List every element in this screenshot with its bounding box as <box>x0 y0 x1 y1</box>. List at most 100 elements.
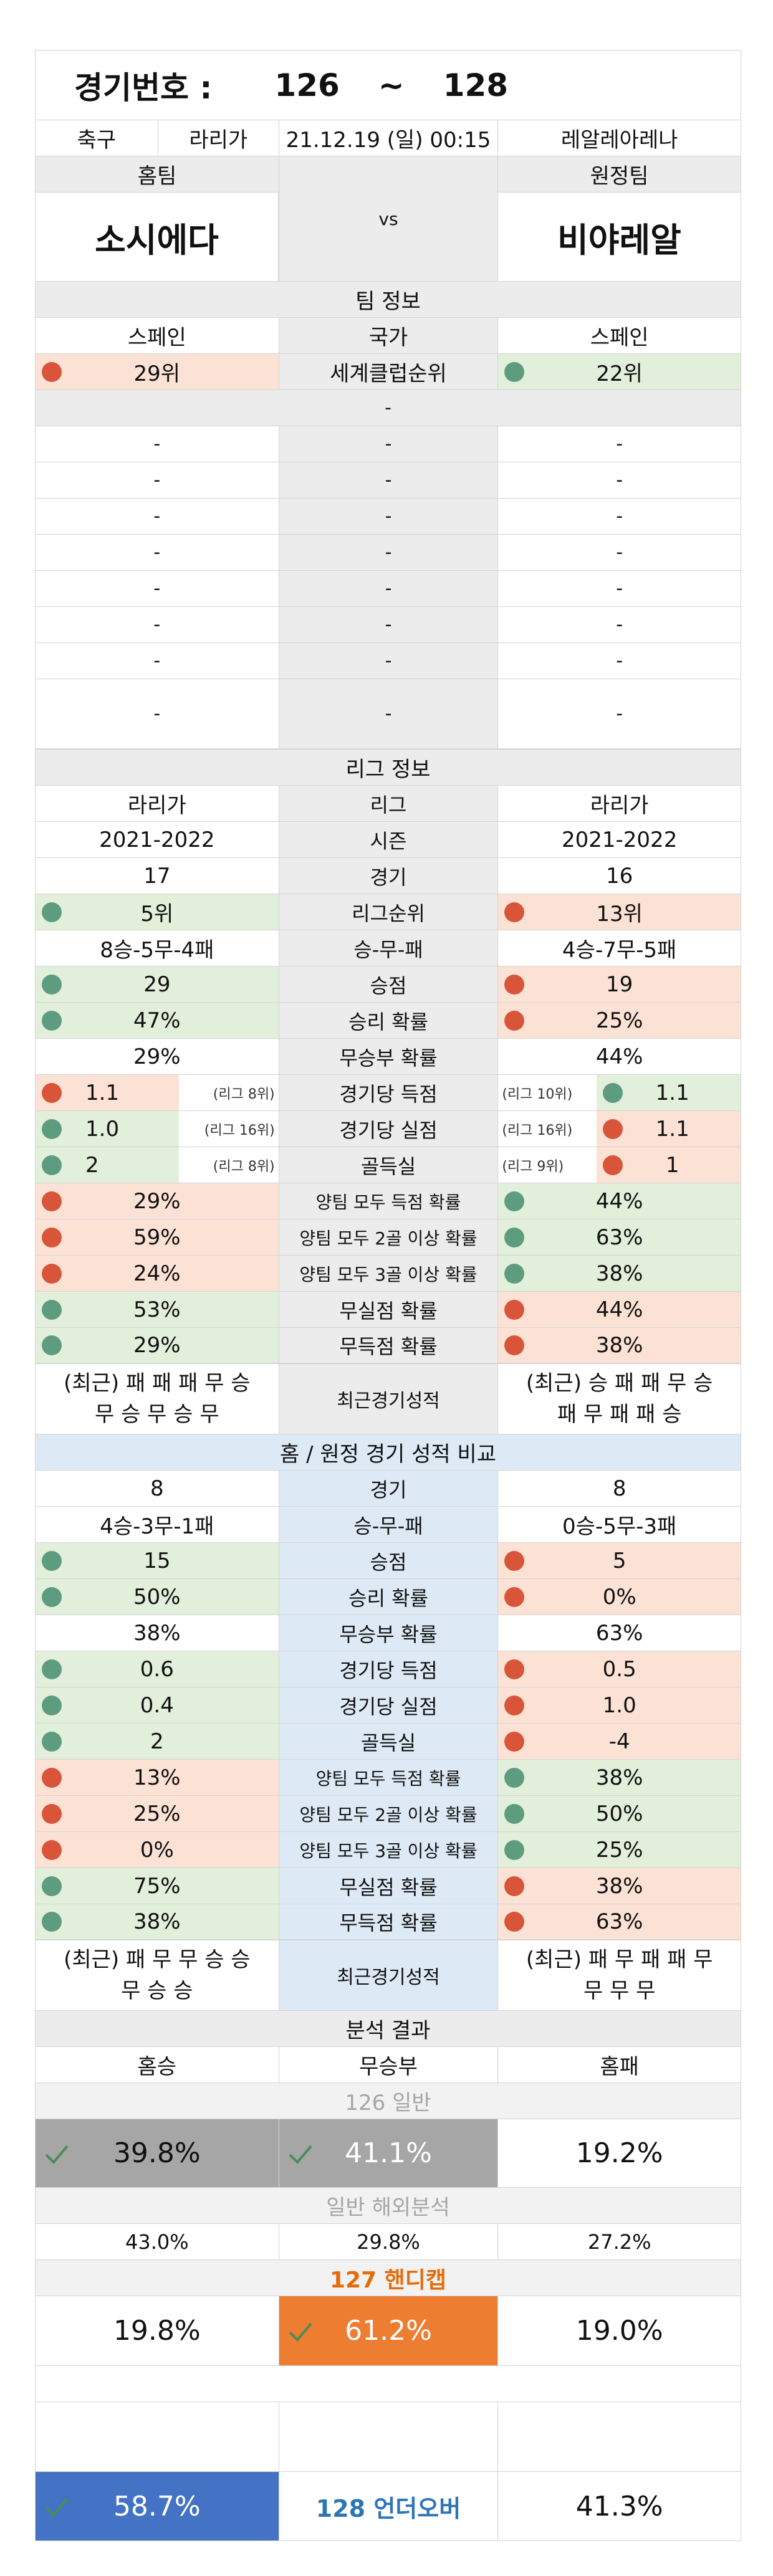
homeaway-stat-label: 양팀 모두 3골 이상 확률 <box>278 1832 498 1868</box>
homeaway-stat-home-value: 25% <box>133 1801 181 1826</box>
empty-label-cell: - <box>278 607 498 642</box>
match-analysis-sheet: 경기번호 : 126 ~ 128 축구 라리가 21.12.19 (일) 00:… <box>35 50 741 2541</box>
red-dot-icon <box>42 1082 62 1103</box>
league-stat-away-note: (리그 16위) <box>502 1122 573 1138</box>
league-stat-away-value: 63% <box>595 1224 643 1250</box>
analysis-col-away: 홈패 <box>497 2047 741 2082</box>
home-team-column: 홈팀 소시에다 <box>35 156 279 281</box>
league-stat-home-cell: 24% <box>35 1256 279 1291</box>
league-stat-home-value: 53% <box>133 1297 181 1322</box>
general-title: 126 일반 <box>35 2083 741 2119</box>
team-info-blank-title-row: - <box>35 389 741 426</box>
home-league-recent: (최근) 패 패 패 무 승 무 승 무 승 무 <box>35 1364 279 1434</box>
league-stat-away-value: 38% <box>595 1333 643 1358</box>
league-stat-label: 리그순위 <box>278 894 498 930</box>
checkmark-icon <box>45 2497 69 2517</box>
empty-row <box>35 2402 741 2471</box>
league-stat-home-cell: 29% <box>35 1328 279 1363</box>
green-dot-icon <box>42 1659 62 1679</box>
league-stat-away-value: 19 <box>606 971 633 997</box>
general-away-cell: 19.2% <box>497 2119 741 2187</box>
red-dot-icon <box>504 1912 525 1932</box>
league-stat-home-cell: 2021-2022 <box>35 822 279 857</box>
red-dot-icon <box>504 1299 525 1320</box>
green-dot-icon <box>42 1155 62 1175</box>
underover-over-value: 41.3% <box>575 2490 663 2522</box>
match-number-sep: ~ <box>378 67 405 103</box>
league-stat-row: 2021-2022 시즌 2021-2022 <box>35 821 741 857</box>
green-dot-icon <box>42 1695 62 1715</box>
homeaway-stat-row: 25% 양팀 모두 2골 이상 확률 50% <box>35 1795 741 1831</box>
green-dot-icon <box>42 1299 62 1320</box>
underover-title: 128 언더오버 <box>278 2472 498 2540</box>
datetime-cell: 21.12.19 (일) 00:15 <box>278 120 498 156</box>
homeaway-stat-home-cell: 13% <box>35 1760 279 1795</box>
league-stat-row: 29 승점 19 <box>35 966 741 1002</box>
homeaway-stat-away-cell: 50% <box>497 1796 741 1831</box>
league-stat-away-cell: 44% <box>497 1183 741 1219</box>
checkmark-icon <box>289 2145 312 2164</box>
team-info-empty-rows: ------------------------ <box>35 426 741 749</box>
league-stat-away-value: 44% <box>595 1297 643 1322</box>
homeaway-stat-row: 50% 승리 확률 0% <box>35 1578 741 1615</box>
homeaway-stat-away-value: 63% <box>595 1909 643 1934</box>
league-stat-row: 29% 무승부 확률 44% <box>35 1038 741 1074</box>
team-info-empty-row: --- <box>35 606 741 642</box>
league-stat-label: 무승부 확률 <box>278 1039 498 1074</box>
handicap-draw-value: 61.2% <box>345 2315 432 2347</box>
league-stat-row: 29% 무득점 확률 38% <box>35 1327 741 1363</box>
league-stat-away-cell: 38% <box>497 1256 741 1291</box>
homeaway-stat-home-value: 38% <box>133 1620 181 1646</box>
league-stat-away-value: 44% <box>595 1044 643 1069</box>
homeaway-stat-row: 15 승점 5 <box>35 1542 741 1578</box>
league-stat-home-value: 1.1 <box>85 1080 120 1105</box>
general-draw-value: 41.1% <box>345 2137 432 2169</box>
league-stat-home-cell: 29% <box>35 1039 279 1074</box>
red-dot-icon <box>603 1119 623 1139</box>
homeaway-stat-away-value: 25% <box>595 1837 643 1863</box>
home-empty-cell: - <box>35 462 279 498</box>
green-dot-icon <box>42 1876 62 1896</box>
league-stat-away-value: 1.1 <box>655 1080 689 1105</box>
red-dot-icon <box>42 1767 62 1788</box>
league-stat-home-value: 29% <box>133 1044 181 1069</box>
away-world-rank-value: 22위 <box>596 361 643 386</box>
league-stat-away-value: 4승-7무-5패 <box>562 938 677 963</box>
league-stat-home-cell: 5위 <box>35 894 279 930</box>
home-homeaway-recent-line2: 무 승 승 <box>121 1978 193 2003</box>
home-world-rank-value: 29위 <box>133 361 181 386</box>
homeaway-stat-home-value: 13% <box>133 1765 181 1790</box>
home-empty-cell: - <box>35 607 279 642</box>
homeaway-stat-away-value: 0.5 <box>602 1656 636 1682</box>
away-empty-cell: - <box>497 679 741 748</box>
green-dot-icon <box>42 1550 62 1571</box>
checkmark-icon <box>45 2145 69 2164</box>
spacer-cell <box>35 2366 741 2402</box>
match-number-label: 경기번호 : <box>74 69 213 106</box>
team-info-empty-row: --- <box>35 462 741 498</box>
analysis-columns-row: 홈승 무승부 홈패 <box>35 2046 741 2082</box>
league-info-title: 리그 정보 <box>35 750 741 785</box>
league-stat-row: 53% 무실점 확률 44% <box>35 1291 741 1327</box>
red-dot-icon <box>603 1155 623 1175</box>
league-stat-label: 양팀 모두 2골 이상 확률 <box>278 1219 498 1255</box>
league-info-title-row: 리그 정보 <box>35 749 741 785</box>
homeaway-stat-home-cell: 38% <box>35 1904 279 1939</box>
empty-label-cell: - <box>278 426 498 462</box>
homeaway-stat-away-cell: 25% <box>497 1832 741 1868</box>
team-info-title: 팀 정보 <box>35 282 741 317</box>
general-values-row: 39.8% 41.1% 19.2% <box>35 2119 741 2187</box>
away-empty-cell: - <box>497 607 741 642</box>
homeaway-stat-home-value: 0.6 <box>140 1656 174 1682</box>
league-stat-away-value: 13위 <box>596 902 643 927</box>
league-stat-away-value: 38% <box>595 1261 643 1286</box>
green-dot-icon <box>42 902 62 922</box>
homeaway-stat-away-value: 1.0 <box>602 1692 636 1718</box>
away-team-label: 원정팀 <box>497 156 741 193</box>
homeaway-stat-label: 무실점 확률 <box>278 1868 498 1904</box>
homeaway-stat-label: 승-무-패 <box>278 1507 498 1542</box>
green-dot-icon <box>42 1335 62 1355</box>
empty-label-cell: - <box>278 679 498 748</box>
empty-home-cell <box>35 2402 279 2471</box>
league-stat-label: 골득실 <box>278 1147 498 1183</box>
